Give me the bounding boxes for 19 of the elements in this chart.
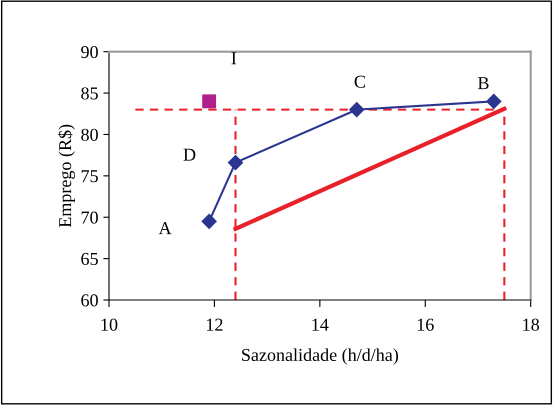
- y-tick-label: 90: [81, 46, 98, 58]
- x-tick-label: 16: [418, 318, 434, 331]
- annotation: I: [231, 52, 236, 64]
- x-axis-title: Sazonalidade (h/d/ha): [242, 348, 398, 365]
- y-tick-label: 85: [81, 87, 98, 100]
- y-tick-label: 75: [82, 170, 98, 182]
- y-tick-label: 60: [81, 294, 98, 306]
- x-tick-label: 14: [312, 318, 329, 331]
- x-tick-label: 10: [102, 318, 118, 331]
- annotation: A: [158, 222, 172, 234]
- y-tick-label: 70: [82, 211, 98, 224]
- x-tick-label: 18: [523, 318, 540, 331]
- y-tick-label: 80: [81, 128, 98, 141]
- annotation: C: [354, 76, 365, 88]
- annotation: B: [478, 77, 489, 90]
- x-tick-label: 12: [206, 318, 222, 331]
- y-tick-label: 65: [81, 252, 98, 266]
- y-axis-title: Emprego (R$): [58, 124, 75, 228]
- annotation: D: [184, 148, 196, 161]
